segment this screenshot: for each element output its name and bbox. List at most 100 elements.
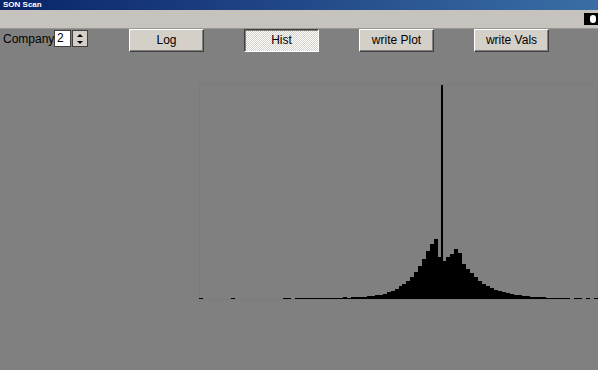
histogram-bar xyxy=(363,297,367,299)
histogram-bar xyxy=(279,299,283,300)
histogram-bar xyxy=(522,296,526,299)
histogram-bar xyxy=(311,298,315,299)
histogram-bar xyxy=(395,289,399,299)
histogram-bar xyxy=(371,296,375,299)
icon-glyph xyxy=(590,15,596,23)
histogram-bar xyxy=(287,298,291,299)
histogram-bar xyxy=(454,249,458,299)
histogram-bar xyxy=(470,273,474,299)
histogram-bar xyxy=(466,269,470,299)
histogram-bar xyxy=(263,299,267,300)
spin-down[interactable] xyxy=(77,41,83,44)
histogram-bar xyxy=(550,298,554,299)
histogram-bar xyxy=(227,299,231,300)
histogram-bar xyxy=(554,298,558,299)
spin-up[interactable] xyxy=(77,34,83,37)
histogram-bar xyxy=(443,261,446,299)
histogram-bar xyxy=(486,286,490,299)
histogram-bar xyxy=(570,299,574,300)
histogram-bar xyxy=(247,299,251,300)
histogram-bar xyxy=(578,298,582,299)
histogram-bar xyxy=(458,253,462,299)
spin-buttons[interactable] xyxy=(72,30,88,47)
histogram-bar xyxy=(387,292,391,299)
histogram-bar xyxy=(530,297,534,299)
histogram-bar xyxy=(355,297,359,299)
histogram-bar xyxy=(199,298,203,299)
histogram-bar xyxy=(347,298,351,299)
histogram-bar xyxy=(275,299,279,300)
histogram-bar xyxy=(426,251,430,299)
button[interactable]: write Plot xyxy=(359,29,434,52)
histogram-bar xyxy=(307,298,311,299)
button[interactable]: Log xyxy=(129,29,204,52)
histogram-bar xyxy=(211,299,215,300)
histogram-bar xyxy=(586,298,590,299)
histogram-bar xyxy=(414,272,418,299)
button[interactable]: write Vals xyxy=(474,29,549,52)
histogram-bar xyxy=(582,299,586,300)
company-label: Company: xyxy=(3,32,58,46)
histogram-bar xyxy=(339,298,343,299)
histogram-bar xyxy=(343,297,347,299)
histogram-bar xyxy=(231,298,235,299)
histogram-bar xyxy=(590,299,594,300)
histogram-bar xyxy=(331,298,335,299)
histogram-bar xyxy=(542,297,546,299)
histogram-bar xyxy=(283,298,287,299)
histogram-bar xyxy=(243,299,247,300)
histogram-bar xyxy=(534,297,538,299)
histogram-bar xyxy=(303,298,307,299)
histogram-bar xyxy=(315,298,319,299)
histogram-bar xyxy=(335,298,339,299)
company-input[interactable]: 2 xyxy=(54,30,71,47)
histogram-bar xyxy=(418,266,422,299)
histogram-bar xyxy=(566,298,570,299)
histogram-bar xyxy=(319,298,323,299)
histogram-bar xyxy=(271,299,275,300)
histogram-bar xyxy=(594,298,598,299)
histogram-bar xyxy=(518,295,522,299)
histogram-bar xyxy=(323,298,327,299)
histogram-bar xyxy=(498,291,502,299)
histogram-bar xyxy=(474,277,478,299)
histogram-bar xyxy=(438,257,441,299)
histogram-bar xyxy=(446,257,450,299)
histogram-bar xyxy=(410,277,414,299)
histogram-bar xyxy=(574,298,578,299)
bars xyxy=(199,85,598,299)
histogram-bar xyxy=(434,239,438,299)
histogram-bar xyxy=(406,281,410,299)
histogram-bar xyxy=(235,299,239,300)
window-title: SON Scan xyxy=(3,0,42,10)
histogram-bar xyxy=(494,290,498,299)
button[interactable]: Hist xyxy=(244,29,319,52)
histogram-bar xyxy=(450,254,454,299)
histogram-bar xyxy=(441,85,443,299)
histogram-bar xyxy=(546,298,550,299)
histogram-bar xyxy=(510,294,514,299)
histogram-bar xyxy=(391,291,395,299)
title-bar: SON Scan xyxy=(0,0,598,10)
histogram-bar xyxy=(502,292,506,299)
histogram-bar xyxy=(422,259,426,299)
histogram-bar xyxy=(351,297,355,299)
histogram-bar xyxy=(538,297,542,299)
histogram-bar xyxy=(379,295,383,299)
histogram-bar xyxy=(478,281,482,299)
histogram-bar xyxy=(375,295,379,299)
histogram-bar xyxy=(399,286,403,299)
histogram-bar xyxy=(402,284,406,299)
histogram-chart xyxy=(0,0,598,370)
histogram-bar xyxy=(514,295,518,299)
histogram-bar xyxy=(367,296,371,299)
histogram-bar xyxy=(506,293,510,299)
histogram-bar xyxy=(239,299,243,300)
histogram-bar xyxy=(207,299,211,300)
histogram-bar xyxy=(251,299,255,300)
histogram-bar xyxy=(430,244,434,299)
histogram-bar xyxy=(383,294,387,299)
plot-frame xyxy=(200,85,598,300)
histogram-bar xyxy=(462,264,466,299)
histogram-bar xyxy=(490,288,494,299)
